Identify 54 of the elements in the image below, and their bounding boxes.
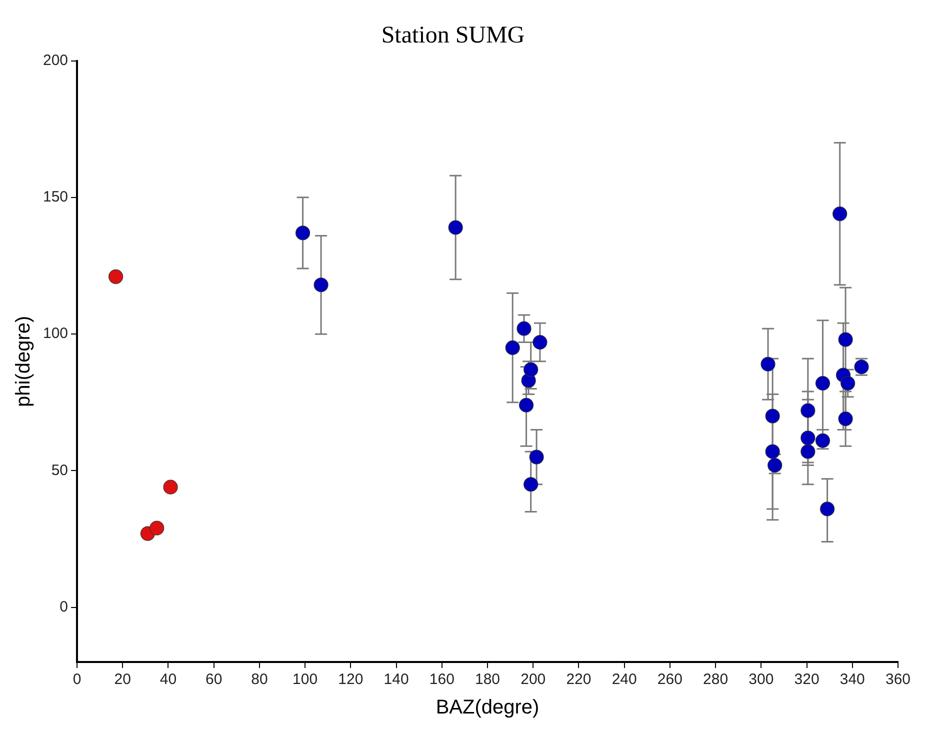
- x-tick-label: 40: [160, 671, 177, 688]
- y-axis-title: phi(degre): [12, 316, 35, 407]
- point: [295, 226, 310, 240]
- point: [815, 433, 830, 448]
- point: [800, 444, 816, 459]
- point: [838, 332, 853, 347]
- point: [516, 321, 532, 336]
- point: [840, 376, 856, 391]
- y-tick-label: 200: [42, 52, 68, 69]
- y-tick-label: 50: [51, 462, 68, 479]
- y-tick-label: 100: [42, 325, 68, 342]
- x-tick-label: 260: [657, 671, 682, 688]
- x-tick-label: 120: [338, 671, 364, 688]
- x-tick-label: 80: [251, 671, 268, 688]
- x-tick-label: 160: [429, 671, 454, 688]
- chart-title: Station SUMG: [381, 22, 525, 49]
- point: [760, 356, 776, 372]
- point: [150, 520, 164, 536]
- x-tick-label: 100: [292, 671, 318, 688]
- point: [800, 430, 816, 446]
- point: [448, 220, 463, 235]
- point: [314, 278, 328, 292]
- x-tick-label: 280: [703, 671, 728, 688]
- x-tick-label: 300: [748, 671, 774, 688]
- point: [108, 269, 124, 284]
- point: [524, 477, 538, 492]
- point: [768, 458, 782, 473]
- point: [820, 502, 835, 516]
- point: [815, 376, 830, 391]
- x-axis-title: BAZ(degre): [436, 696, 540, 719]
- point: [832, 206, 848, 222]
- x-tick-label: 200: [520, 671, 546, 688]
- y-tick-label: 150: [42, 188, 68, 206]
- point: [765, 444, 780, 459]
- x-tick-label: 180: [475, 671, 500, 688]
- x-tick-label: 140: [384, 671, 409, 688]
- point: [518, 398, 534, 412]
- x-tick-label: 0: [72, 671, 82, 688]
- x-tick-label: 20: [114, 671, 131, 688]
- point: [532, 334, 548, 350]
- point: [529, 450, 544, 464]
- x-tick-label: 240: [612, 671, 637, 688]
- x-tick-label: 60: [206, 671, 222, 688]
- point: [838, 411, 853, 426]
- point: [163, 480, 178, 494]
- point: [765, 408, 780, 424]
- point: [524, 362, 538, 377]
- x-tick-label: 360: [885, 671, 911, 688]
- y-tick-label: 0: [60, 598, 68, 616]
- x-tick-label: 320: [794, 671, 820, 688]
- x-tick-label: 220: [566, 671, 592, 688]
- point: [800, 403, 816, 418]
- point: [505, 340, 520, 356]
- x-tick-label: 340: [840, 671, 865, 688]
